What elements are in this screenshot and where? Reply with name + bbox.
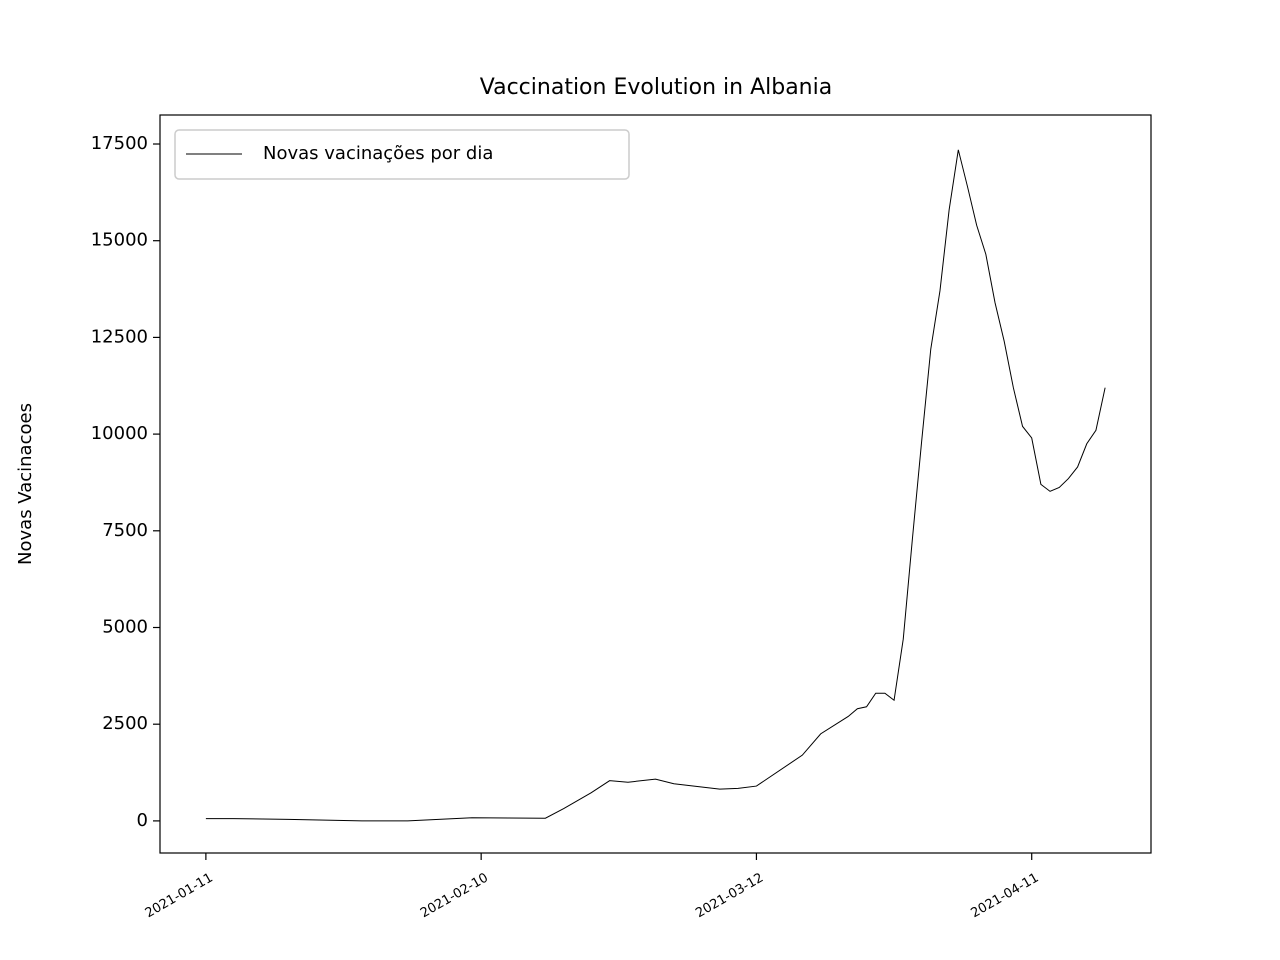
y-tick-label: 7500	[102, 520, 148, 541]
y-tick-label: 0	[137, 810, 148, 831]
y-tick-label: 2500	[102, 713, 148, 734]
x-tick-label: 2021-04-11	[969, 871, 1042, 922]
x-tick-label: 2021-02-10	[418, 871, 491, 922]
y-tick-label: 17500	[91, 133, 148, 154]
y-tick-label: 15000	[91, 230, 148, 251]
plot-frame	[159, 114, 1152, 854]
y-axis-label: Novas Vacinacoes	[15, 403, 36, 565]
x-tick-label: 2021-03-12	[693, 871, 766, 922]
y-tick-label: 12500	[91, 326, 148, 347]
legend: Novas vacinações por dia	[174, 129, 630, 180]
y-tick-label: 5000	[102, 617, 148, 638]
x-axis-label: Data	[635, 957, 678, 960]
legend-box	[174, 129, 630, 180]
chart-title: Vaccination Evolution in Albania	[480, 75, 832, 100]
legend-label: Novas vacinações por dia	[263, 143, 493, 164]
data-line	[205, 149, 1106, 822]
y-tick-label: 10000	[91, 423, 148, 444]
x-tick-label: 2021-01-11	[143, 871, 216, 922]
